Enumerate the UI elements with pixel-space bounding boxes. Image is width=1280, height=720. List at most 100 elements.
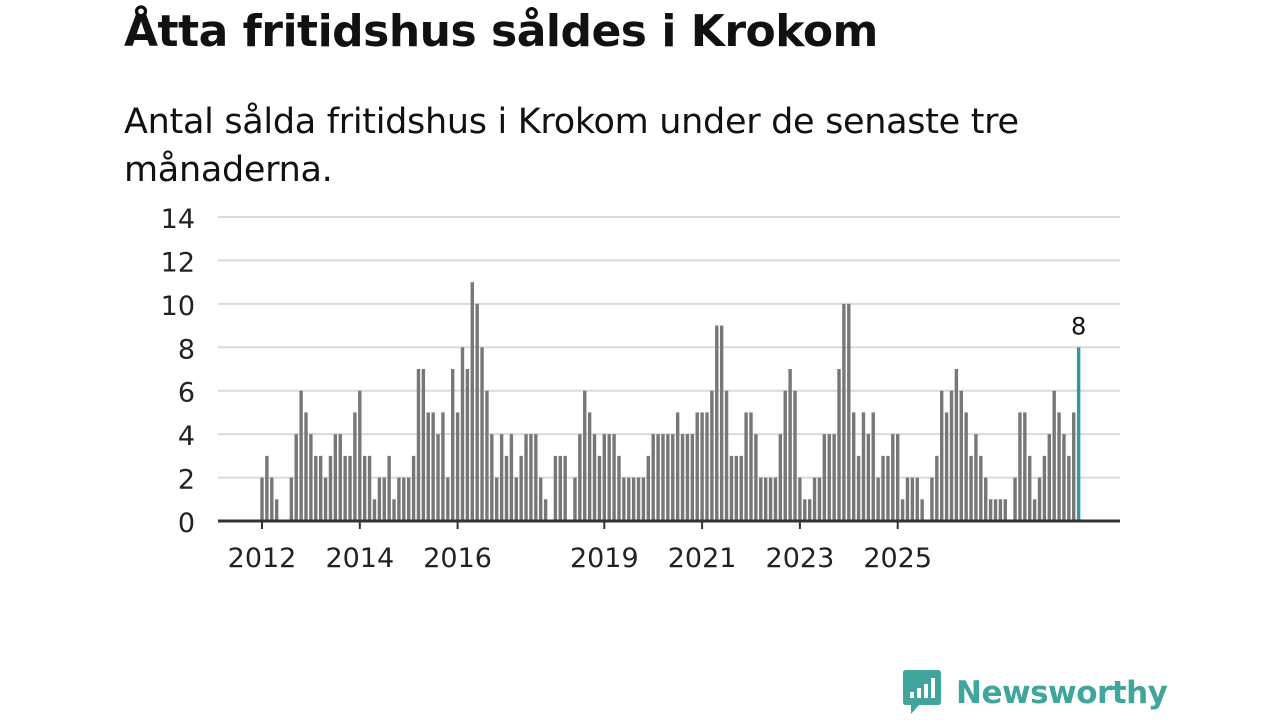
bar [837, 369, 841, 521]
y-tick-label: 4 [178, 421, 195, 452]
bar [519, 455, 523, 521]
y-tick-label: 2 [178, 465, 195, 496]
bar [392, 499, 396, 521]
x-tick-label: 2019 [570, 543, 639, 574]
bar [495, 477, 499, 521]
bar-highlight [1076, 347, 1081, 521]
bar [690, 434, 695, 521]
bar [1003, 499, 1007, 521]
bar [1018, 412, 1022, 521]
bar [460, 347, 465, 521]
bar [881, 455, 885, 521]
bar [1023, 412, 1027, 521]
bar [328, 455, 333, 521]
bar [451, 369, 455, 521]
bar [969, 455, 973, 521]
bar [759, 477, 763, 521]
bar [817, 477, 822, 521]
bar [358, 390, 362, 521]
bar [876, 477, 880, 521]
bar [573, 477, 577, 521]
bar [680, 434, 685, 521]
bar [1013, 477, 1017, 521]
bar [583, 390, 587, 521]
bar [988, 499, 993, 521]
bar [822, 434, 827, 521]
bar [666, 434, 670, 521]
bar [984, 477, 988, 521]
bar [1057, 412, 1061, 521]
bar [617, 455, 621, 521]
bar [646, 455, 651, 521]
chart-title: Åtta fritidshus såldes i Krokom [124, 6, 878, 57]
x-tick-label: 2012 [228, 543, 297, 574]
bar [773, 477, 778, 521]
bar [475, 303, 479, 521]
bar [372, 499, 377, 521]
bar [739, 455, 743, 521]
bar [504, 455, 509, 521]
bar [333, 434, 338, 521]
newsworthy-logo-icon [903, 670, 941, 714]
bar [827, 434, 831, 521]
bar [886, 455, 890, 521]
bar [710, 390, 714, 521]
bar [299, 390, 303, 521]
bar [416, 369, 421, 521]
bar [260, 477, 264, 521]
bar [587, 412, 592, 521]
bar [407, 477, 411, 521]
bar-series [260, 282, 1081, 521]
bar [700, 412, 704, 521]
bar [289, 477, 294, 521]
bar [421, 369, 426, 521]
bar [920, 499, 924, 521]
bar [910, 477, 915, 521]
data-label-last: 8 [1071, 312, 1086, 340]
bar [431, 412, 435, 521]
bar [685, 434, 690, 521]
bar [671, 434, 675, 521]
bar [539, 477, 543, 521]
bar [382, 477, 386, 521]
y-tick-label: 6 [178, 378, 195, 409]
bar [490, 434, 494, 521]
bar [866, 434, 871, 521]
bar [314, 455, 318, 521]
newsworthy-brand-name: Newsworthy [956, 675, 1168, 711]
bar [724, 390, 729, 521]
bar [993, 499, 998, 521]
bar [900, 499, 905, 521]
bar [803, 499, 807, 521]
bar [905, 477, 910, 521]
x-axis: 2012 2014 2016 2019 2021 2023 2025 [218, 519, 1120, 574]
chart-subtitle: Antal sålda fritidshus i Krokom under de… [124, 102, 1019, 190]
bar [309, 434, 313, 521]
y-tick-label: 8 [178, 334, 195, 365]
bar [847, 303, 851, 521]
bar [944, 412, 949, 521]
x-tick-label: 2021 [668, 543, 737, 574]
bar [543, 499, 548, 521]
bar [529, 434, 533, 521]
bar [304, 412, 308, 521]
bar [377, 477, 382, 521]
bar [729, 455, 734, 521]
bar [465, 369, 470, 521]
bar [426, 412, 430, 521]
bar [499, 434, 504, 521]
bar [343, 455, 347, 521]
bar [915, 477, 919, 521]
bar [1072, 412, 1076, 521]
bar [856, 455, 861, 521]
x-tick-label: 2023 [766, 543, 835, 574]
bar [641, 477, 646, 521]
bar [695, 412, 699, 521]
x-tick-label: 2025 [863, 543, 932, 574]
y-tick-label: 14 [161, 204, 195, 235]
bar [480, 347, 484, 521]
bar [524, 434, 528, 521]
bar [402, 477, 406, 521]
bar [265, 455, 269, 521]
